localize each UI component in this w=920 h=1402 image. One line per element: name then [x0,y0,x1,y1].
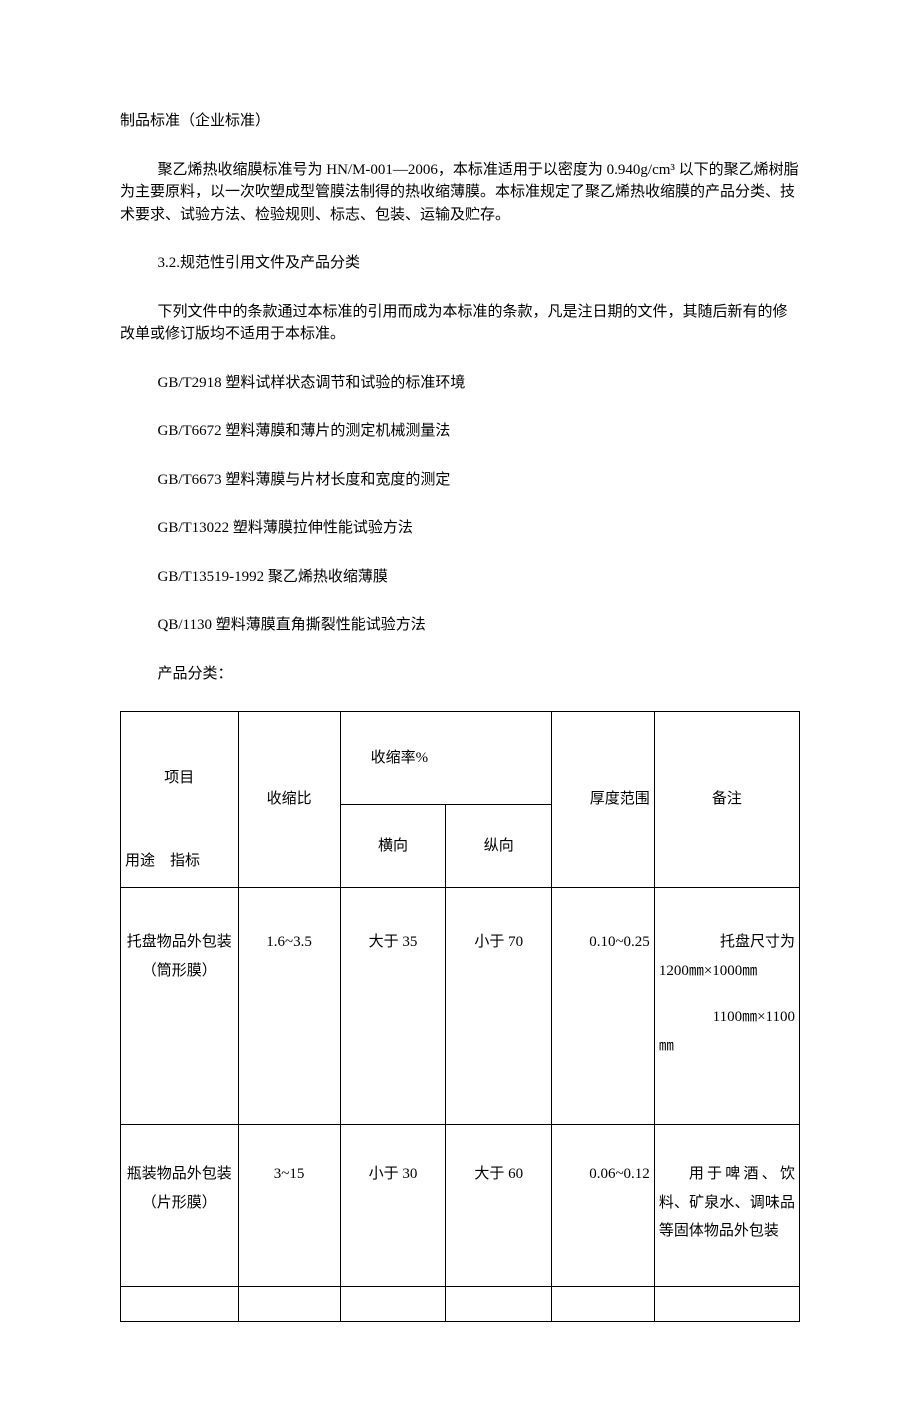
table-row [121,1287,800,1322]
cell-remark: 用于啤酒、饮料、矿泉水、调味品等固体物品外包装 [654,1125,799,1287]
reference-item: GB/T6673 塑料薄膜与片材长度和宽度的测定 [120,469,800,492]
col-header-remark: 备注 [654,712,799,888]
cell-use: 瓶装物品外包装（片形膜） [121,1125,239,1287]
table-row: 瓶装物品外包装（片形膜） 3~15 小于 30 大于 60 0.06~0.12 … [121,1125,800,1287]
section-heading: 3.2.规范性引用文件及产品分类 [120,252,800,275]
references-intro: 下列文件中的条款通过本标准的引用而成为本标准的条款，凡是注日期的文件，其随后新有… [120,301,800,346]
col-header-thickness: 厚度范围 [552,712,655,888]
cell-horizontal: 大于 35 [340,888,446,1125]
col-header-project: 项目 用途 指标 [121,712,239,888]
reference-item: GB/T2918 塑料试样状态调节和试验的标准环境 [120,372,800,395]
doc-title: 制品标准（企业标准） [120,110,800,133]
cell-empty [552,1287,655,1322]
cell-vertical: 小于 70 [446,888,552,1125]
reference-item: GB/T13022 塑料薄膜拉伸性能试验方法 [120,517,800,540]
cell-vertical: 大于 60 [446,1125,552,1287]
col-header-shrink-ratio: 收缩比 [238,712,340,888]
reference-item: GB/T13519-1992 聚乙烯热收缩薄膜 [120,566,800,589]
project-label: 项目 [125,764,234,793]
cell-empty [446,1287,552,1322]
cell-horizontal: 小于 30 [340,1125,446,1287]
reference-item: QB/1130 塑料薄膜直角撕裂性能试验方法 [120,614,800,637]
table-row: 托盘物品外包装（筒形膜） 1.6~3.5 大于 35 小于 70 0.10~0.… [121,888,800,1125]
reference-item: GB/T6672 塑料薄膜和薄片的测定机械测量法 [120,420,800,443]
product-classification-table: 项目 用途 指标 收缩比 收缩率% 厚度范围 备注 横向 纵向 托盘物品外包装（… [120,711,800,1322]
intro-paragraph: 聚乙烯热收缩膜标准号为 HN/M-001—2006，本标准适用于以密度为 0.9… [120,159,800,227]
cell-empty [340,1287,446,1322]
cell-empty [238,1287,340,1322]
product-class-label: 产品分类： [120,663,800,686]
cell-empty [654,1287,799,1322]
cell-ratio: 3~15 [238,1125,340,1287]
cell-remark: 托盘尺寸为 1200㎜×1000㎜ 1100㎜×1100 ㎜ [654,888,799,1125]
cell-thickness: 0.10~0.25 [552,888,655,1125]
cell-empty [121,1287,239,1322]
col-header-horizontal: 横向 [340,805,446,888]
cell-thickness: 0.06~0.12 [552,1125,655,1287]
col-header-shrink-rate: 收缩率% [340,712,552,805]
col-header-vertical: 纵向 [446,805,552,888]
use-index-label: 用途 指标 [125,847,234,876]
cell-ratio: 1.6~3.5 [238,888,340,1125]
cell-use: 托盘物品外包装（筒形膜） [121,888,239,1125]
table-header-row: 项目 用途 指标 收缩比 收缩率% 厚度范围 备注 [121,712,800,805]
